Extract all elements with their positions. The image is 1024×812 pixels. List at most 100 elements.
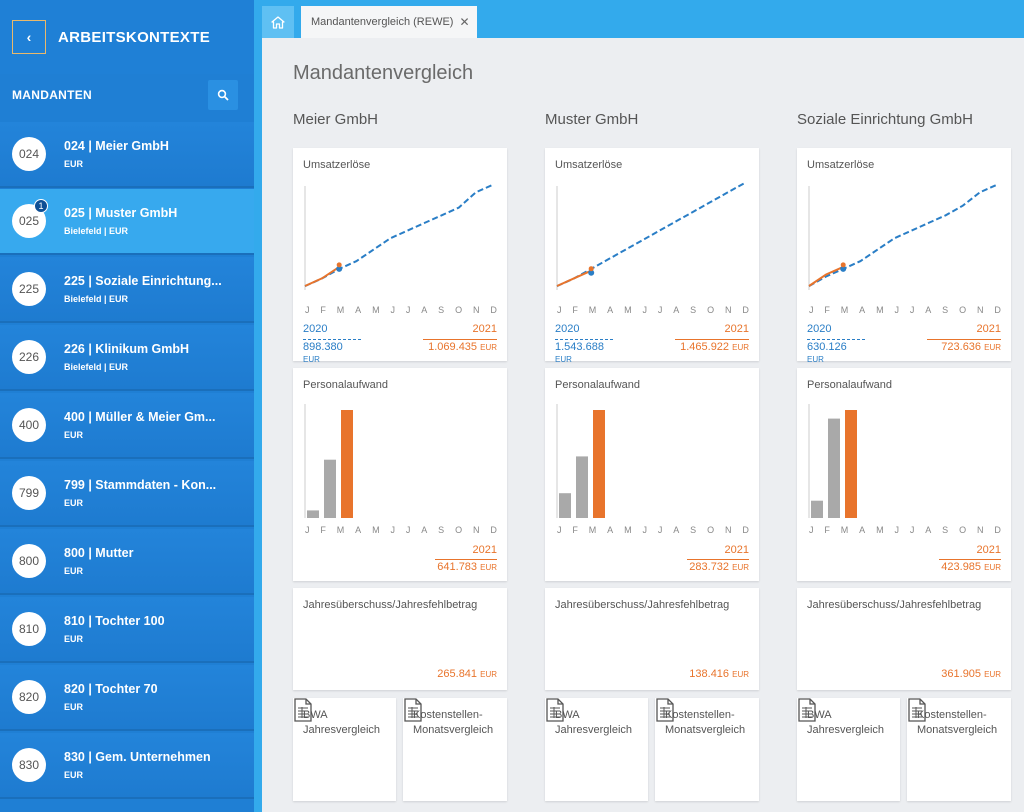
value-2021: 641.783 EUR xyxy=(435,559,497,573)
month-label: F xyxy=(572,305,578,315)
personal-card[interactable]: Personalaufwand J F M A M J J A S O N D 2021 283.732 E… xyxy=(545,368,759,581)
client-subtitle: EUR xyxy=(64,634,84,644)
client-subtitle: Bielefeld | EUR xyxy=(64,294,129,304)
value-2021-number: 641.783 xyxy=(437,561,478,573)
month-label: D xyxy=(994,305,1001,315)
month-label: A xyxy=(859,305,866,315)
expense-bar-chart xyxy=(808,404,857,518)
series-2020-point xyxy=(336,265,343,272)
card-title: Personalaufwand xyxy=(555,379,641,391)
net-income-card[interactable]: Jahresüberschuss/Jahresfehlbetrag 361.905… xyxy=(797,588,1011,690)
personal-card[interactable]: Personalaufwand J F M A M J J A S O N D 2021 641.783 E… xyxy=(293,368,507,581)
currency-unit: EUR xyxy=(984,670,1001,679)
client-subtitle: EUR xyxy=(64,498,84,508)
client-item[interactable]: 800 800 | Mutter EUR xyxy=(0,529,254,595)
client-item[interactable]: 400 400 | Müller & Meier Gm... EUR xyxy=(0,393,254,459)
series-2021-line xyxy=(808,265,844,287)
client-number-badge: 800 xyxy=(12,544,46,578)
net-income-card[interactable]: Jahresüberschuss/Jahresfehlbetrag 265.841… xyxy=(293,588,507,690)
value-2021-number: 423.985 xyxy=(941,561,982,573)
client-item[interactable]: 810 810 | Tochter 100 EUR xyxy=(0,597,254,663)
section-header: MANDANTEN xyxy=(0,74,254,116)
search-button[interactable] xyxy=(208,80,238,110)
client-item[interactable]: 025 1 025 | Muster GmbH Bielefeld | EUR xyxy=(0,189,254,255)
expense-bar xyxy=(307,510,319,518)
client-name: 024 | Meier GmbH xyxy=(64,139,169,153)
month-label: O xyxy=(959,305,967,315)
net-income-number: 361.905 xyxy=(941,668,982,680)
personal-card[interactable]: Personalaufwand J F M A M J J A S O N D 2021 423.985 E… xyxy=(797,368,1011,581)
expense-bar xyxy=(559,493,571,518)
client-item[interactable]: 225 225 | Soziale Einrichtung... Bielefeld… xyxy=(0,257,254,323)
client-number: 226 xyxy=(18,350,40,364)
client-number: 225 xyxy=(18,282,40,296)
currency-unit: EUR xyxy=(555,355,572,364)
client-item[interactable]: 024 024 | Meier GmbH EUR xyxy=(0,122,254,188)
month-label: J xyxy=(405,525,411,535)
month-label: A xyxy=(607,525,614,535)
cost-center-report-card[interactable]: Kostenstellen-Monatsvergleich xyxy=(907,698,1011,801)
client-item[interactable]: 820 820 | Tochter 70 EUR xyxy=(0,665,254,731)
month-label: A xyxy=(673,525,680,535)
client-text: 830 | Gem. Unternehmen EUR xyxy=(64,750,211,780)
report-icon xyxy=(546,698,564,722)
cost-center-report-card[interactable]: Kostenstellen-Monatsvergleich xyxy=(403,698,507,801)
card-title: BWA Jahresvergleich xyxy=(807,709,885,736)
client-text: 024 | Meier GmbH EUR xyxy=(64,139,169,169)
tab-mandantenvergleich[interactable]: Mandantenvergleich (REWE) ✕ xyxy=(301,6,477,38)
month-label: S xyxy=(942,525,949,535)
month-label: M xyxy=(588,525,597,535)
month-label: S xyxy=(942,305,949,315)
card-title: Personalaufwand xyxy=(807,379,893,391)
month-label: M xyxy=(372,525,380,535)
month-label: M xyxy=(588,305,597,315)
client-number-badge: 226 xyxy=(12,340,46,374)
expense-bar xyxy=(593,410,605,518)
expense-bar xyxy=(324,459,336,518)
month-label: J xyxy=(557,525,562,535)
expense-bar xyxy=(576,456,588,518)
series-2021-line xyxy=(304,266,340,287)
back-button[interactable]: ‹ xyxy=(12,20,46,54)
home-tab[interactable] xyxy=(262,6,294,38)
close-icon[interactable]: ✕ xyxy=(459,15,470,29)
client-number: 024 xyxy=(18,147,40,161)
month-label: M xyxy=(876,525,884,535)
bwa-report-card[interactable]: BWA Jahresvergleich xyxy=(545,698,648,801)
client-text: 800 | Mutter EUR xyxy=(64,546,134,576)
month-label: J xyxy=(809,305,814,315)
report-icon xyxy=(404,698,422,722)
umsatz-card[interactable]: Umsatzerlöse J F M A M J J A S O N D 2020 2021 630.126 … xyxy=(797,148,1011,364)
net-income-card[interactable]: Jahresüberschuss/Jahresfehlbetrag 138.416… xyxy=(545,588,759,690)
month-label: M xyxy=(840,525,849,535)
expense-bar-chart xyxy=(304,404,353,518)
client-name: 800 | Mutter xyxy=(64,546,134,560)
client-item[interactable]: 830 830 | Gem. Unternehmen EUR xyxy=(0,733,254,799)
month-label: F xyxy=(824,525,830,535)
cost-center-report-card[interactable]: Kostenstellen-Monatsvergleich xyxy=(655,698,759,801)
net-income-number: 138.416 xyxy=(689,668,730,680)
month-label: J xyxy=(642,305,647,315)
umsatz-card[interactable]: Umsatzerlöse J F M A M J J A S O N D 2020 2021 1.543.68… xyxy=(545,148,759,364)
client-item[interactable]: 226 226 | Klinikum GmbH Bielefeld | EUR xyxy=(0,325,254,391)
bwa-report-card[interactable]: BWA Jahresvergleich xyxy=(293,698,396,801)
bwa-report-card[interactable]: BWA Jahresvergleich xyxy=(797,698,900,801)
month-label: A xyxy=(355,525,362,535)
client-name: 226 | Klinikum GmbH xyxy=(64,342,190,356)
client-item[interactable]: 799 799 | Stammdaten - Kon... EUR xyxy=(0,461,254,527)
value-2020: 898.380 EUR xyxy=(303,339,361,365)
client-text: 400 | Müller & Meier Gm... EUR xyxy=(64,410,215,440)
month-label: N xyxy=(724,305,732,315)
series-2020-point xyxy=(840,265,847,272)
month-label: J xyxy=(642,525,647,535)
umsatz-card[interactable]: Umsatzerlöse J F M A M J J A S O N D 2020 2021 898.380 … xyxy=(293,148,507,364)
month-label: F xyxy=(572,525,578,535)
client-number-badge: 830 xyxy=(12,748,46,782)
client-subtitle: Bielefeld | EUR xyxy=(64,226,129,236)
series-2020-line xyxy=(808,183,998,287)
value-2021: 1.465.922 EUR xyxy=(675,339,749,353)
notification-badge: 1 xyxy=(34,199,48,213)
